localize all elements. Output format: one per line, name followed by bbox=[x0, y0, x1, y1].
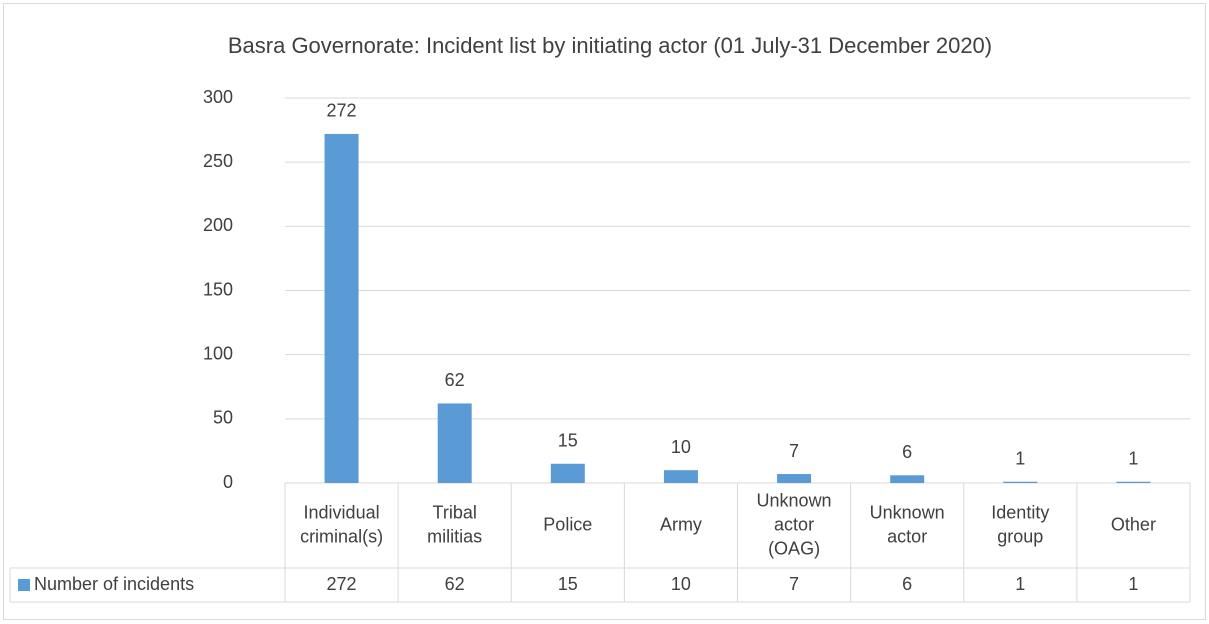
x-tick-label: Tribal militias bbox=[427, 502, 482, 546]
x-tick-label: Police bbox=[543, 514, 592, 534]
y-tick-label: 200 bbox=[203, 215, 233, 235]
table-value: 272 bbox=[327, 574, 357, 594]
x-tick-label: Identity group bbox=[991, 502, 1049, 546]
y-tick-label: 300 bbox=[203, 87, 233, 107]
y-tick-label: 0 bbox=[223, 472, 233, 492]
data-label: 7 bbox=[789, 441, 799, 461]
bar bbox=[890, 475, 925, 483]
data-label: 15 bbox=[558, 431, 578, 451]
x-tick-label: Unknown actor bbox=[870, 502, 945, 546]
bar bbox=[550, 463, 585, 483]
data-label: 10 bbox=[671, 437, 691, 457]
table-value: 15 bbox=[558, 574, 578, 594]
table-value: 6 bbox=[902, 574, 912, 594]
bar bbox=[437, 403, 472, 483]
chart-title: Basra Governorate: Incident list by init… bbox=[228, 33, 992, 58]
bar bbox=[777, 474, 812, 483]
y-tick-label: 150 bbox=[203, 279, 233, 299]
table-value: 10 bbox=[671, 574, 691, 594]
data-label: 6 bbox=[902, 442, 912, 462]
legend-swatch bbox=[18, 579, 30, 591]
table-value: 1 bbox=[1128, 574, 1138, 594]
chart-border bbox=[3, 3, 1206, 620]
y-tick-label: 250 bbox=[203, 151, 233, 171]
data-label: 1 bbox=[1015, 448, 1025, 468]
y-tick-label: 100 bbox=[203, 343, 233, 363]
data-label: 62 bbox=[445, 370, 465, 390]
data-label: 1 bbox=[1128, 448, 1138, 468]
table-value: 62 bbox=[445, 574, 465, 594]
bar bbox=[1116, 481, 1151, 483]
table-value: 7 bbox=[789, 574, 799, 594]
y-tick-label: 50 bbox=[213, 408, 233, 428]
x-tick-label: Other bbox=[1111, 514, 1156, 534]
x-tick-label: Army bbox=[660, 514, 702, 534]
bar bbox=[1003, 481, 1038, 483]
table-value: 1 bbox=[1015, 574, 1025, 594]
bar bbox=[324, 133, 359, 483]
legend-label: Number of incidents bbox=[34, 574, 194, 594]
data-label: 272 bbox=[327, 101, 357, 121]
bar bbox=[663, 470, 698, 483]
x-tick-label: Individual criminal(s) bbox=[300, 502, 383, 546]
x-tick-label: Unknown actor (OAG) bbox=[757, 490, 832, 558]
